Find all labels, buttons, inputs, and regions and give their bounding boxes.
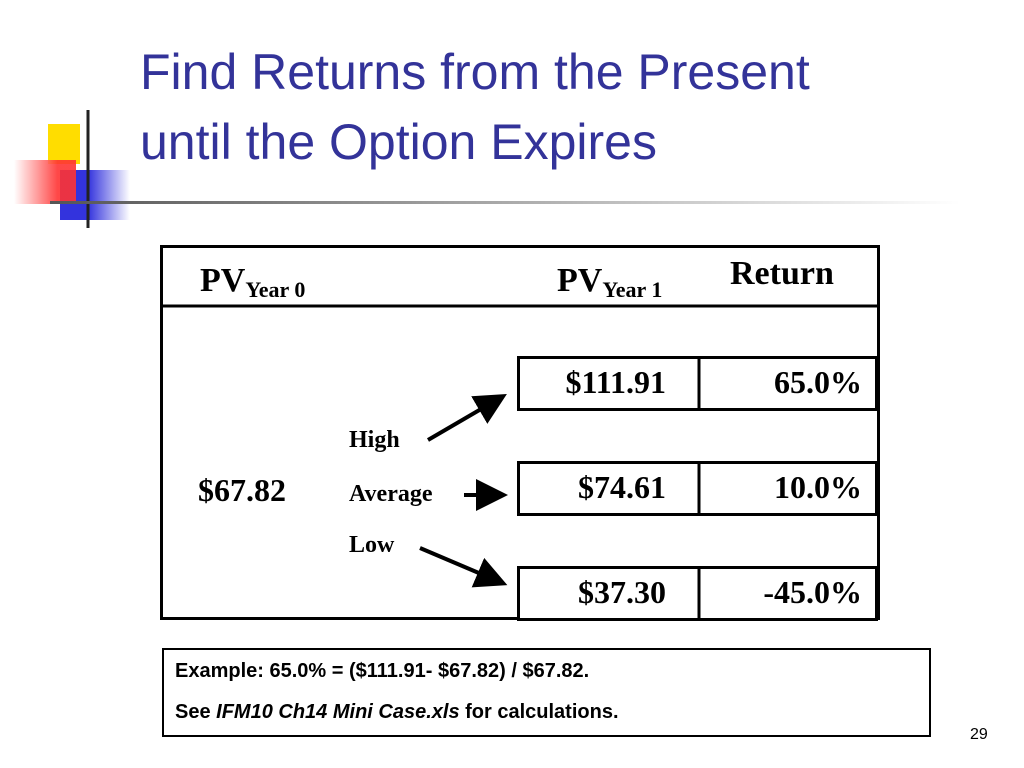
page-number: 29: [970, 726, 988, 743]
title-line: until the Option Expires: [140, 114, 657, 170]
start-value: $67.82: [198, 472, 286, 508]
header-pv0: PVYear 0: [200, 262, 306, 302]
title-line: Find Returns from the Present: [140, 44, 810, 100]
scenario: Average: [349, 481, 433, 507]
return: -45.0%: [763, 574, 862, 610]
return: 65.0%: [774, 364, 862, 400]
scenario: High: [349, 427, 400, 453]
pv-year1: $37.30: [578, 574, 666, 610]
return: 10.0%: [774, 469, 862, 505]
header-return: Return: [730, 255, 834, 292]
header-pv1: PVYear 1: [557, 262, 663, 302]
pv-year1: $111.91: [565, 364, 666, 400]
note-line: See IFM10 Ch14 Mini Case.xls for calcula…: [175, 701, 619, 723]
scenario: Low: [349, 532, 395, 558]
note-line: Example: 65.0% = ($111.91- $67.82) / $67…: [175, 660, 590, 682]
pv-year1: $74.61: [578, 469, 666, 505]
